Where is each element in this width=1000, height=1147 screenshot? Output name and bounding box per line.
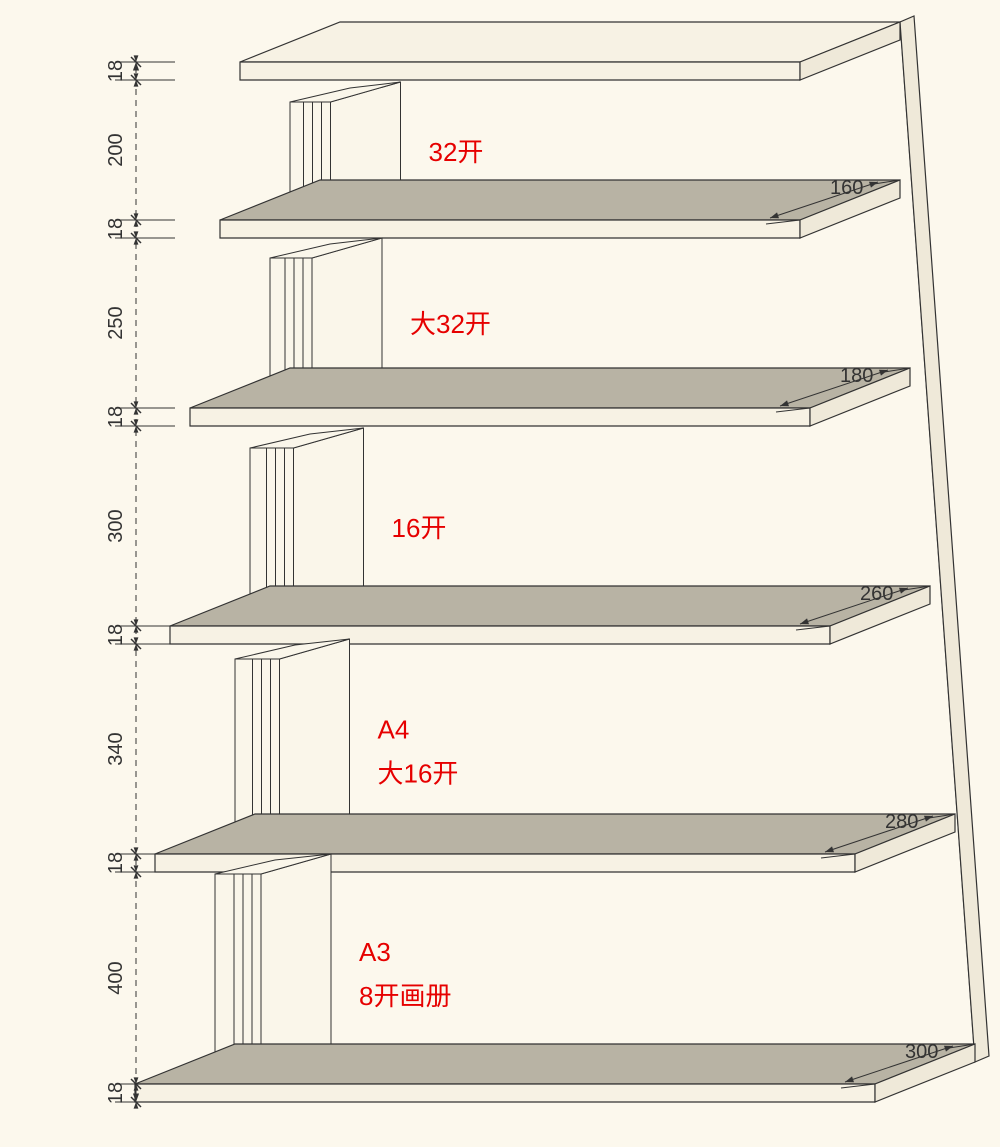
shelf-surface — [170, 586, 930, 626]
height-dim: 18 — [105, 218, 127, 240]
height-dim: 400 — [105, 961, 127, 994]
size-label: 大32开 — [410, 309, 491, 339]
shelf-front — [220, 220, 800, 238]
shelf-front — [135, 1084, 875, 1102]
height-dim: 250 — [105, 306, 127, 339]
size-label: 32开 — [429, 137, 484, 167]
height-dim: 18 — [105, 624, 127, 646]
height-dim: 18 — [105, 406, 127, 428]
size-label: 16开 — [392, 513, 447, 543]
shelf-surface — [220, 180, 900, 220]
shelf-surface — [240, 22, 900, 62]
height-dim: 18 — [105, 60, 127, 82]
shelf-front — [190, 408, 810, 426]
shelf-surface — [190, 368, 910, 408]
height-dim: 18 — [105, 852, 127, 874]
size-label: 大16开 — [378, 759, 459, 789]
shelf-surface — [135, 1044, 975, 1084]
size-label: A4 — [378, 715, 410, 745]
height-dim: 200 — [105, 133, 127, 166]
depth-dim: 160 — [830, 177, 863, 199]
shelf-front — [170, 626, 830, 644]
depth-dim: 280 — [885, 811, 918, 833]
depth-dim: 260 — [860, 583, 893, 605]
depth-dim: 180 — [840, 365, 873, 387]
shelf-front — [240, 62, 800, 80]
height-dim: 340 — [105, 732, 127, 765]
shelf-surface — [155, 814, 955, 854]
height-dim: 300 — [105, 509, 127, 542]
bookshelf-diagram: 32开 160 大32开 180 16开 260 A4 大16开 280 A3 8开画册 300 18 2… — [0, 0, 1000, 1147]
height-dim: 18 — [105, 1082, 127, 1104]
size-label: 8开画册 — [359, 981, 451, 1011]
depth-dim: 300 — [905, 1041, 938, 1063]
size-label: A3 — [359, 937, 391, 967]
